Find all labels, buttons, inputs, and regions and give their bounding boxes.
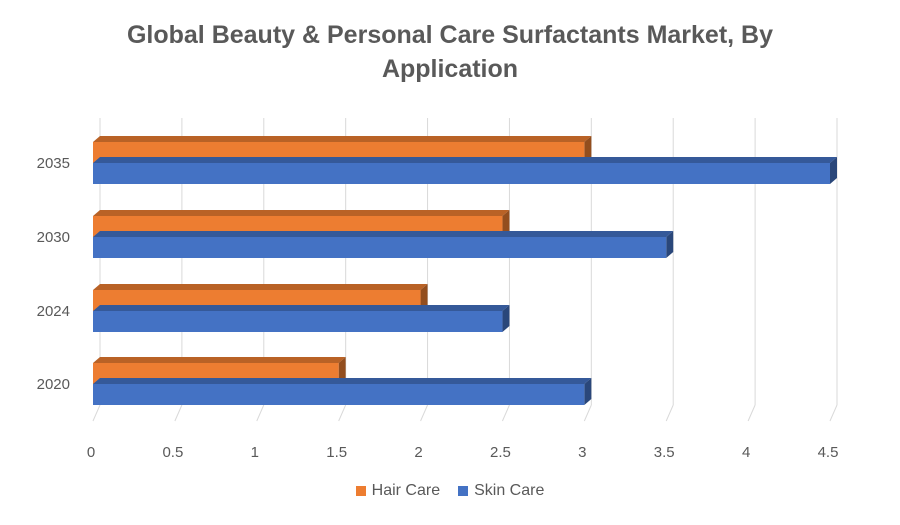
gridline-foot-4 [420,404,429,422]
y-tick-label-2024: 2024 [37,303,70,320]
x-tick-label-0: 0 [87,444,95,461]
bar-skin-care-2024 [93,311,503,332]
gridline-foot-8 [747,404,756,422]
chart-title: Global Beauty & Personal Care Surfactant… [0,18,900,86]
x-tick-label-7: 3.5 [654,444,675,461]
gridline-foot-9 [829,404,838,422]
x-tick-label-2: 1 [251,444,259,461]
bar-skin-care-2035 [93,163,830,184]
legend-item-hair-care[interactable]: Hair Care [355,482,441,500]
x-tick-label-1: 0.5 [162,444,183,461]
gridline-foot-7 [665,404,674,422]
bar-top-hair-care-2030 [93,210,510,216]
bar-side-skin-care-2024 [502,305,510,332]
bar-top-hair-care-2024 [93,284,428,290]
legend-swatch-hair-care [355,486,366,496]
x-tick-label-8: 4 [742,444,750,461]
bar-side-hair-care-2035 [584,136,592,163]
bar-top-skin-care-2035 [93,157,837,163]
gridline-foot-6 [583,404,592,422]
bar-side-skin-care-2020 [584,378,592,405]
y-tick-label-2020: 2020 [37,376,70,393]
bar-top-skin-care-2030 [93,231,674,237]
gridline-foot-1 [174,404,183,422]
gridline-foot-0 [92,404,101,422]
gridline-foot-5 [501,404,510,422]
legend-label-skin-care: Skin Care [474,482,545,499]
chart-legend: Hair Care Skin Care [0,482,900,500]
legend-item-skin-care[interactable]: Skin Care [458,482,544,500]
x-tick-label-3: 1.5 [326,444,347,461]
gridline-foot-3 [338,404,347,422]
legend-swatch-skin-care [458,486,469,496]
bar-side-hair-care-2030 [502,210,510,237]
bar-top-skin-care-2024 [93,305,510,311]
y-tick-label-2030: 2030 [37,229,70,246]
bar-top-hair-care-2035 [93,136,592,142]
bar-top-skin-care-2020 [93,378,592,384]
bar-top-hair-care-2020 [93,357,346,363]
x-tick-label-9: 4.5 [818,444,839,461]
gridline-foot-2 [256,404,265,422]
x-tick-label-4: 2 [414,444,422,461]
x-tick-label-6: 3 [578,444,586,461]
x-tick-label-5: 2.5 [490,444,511,461]
y-tick-label-2035: 2035 [37,155,70,172]
bar-skin-care-2030 [93,237,667,258]
legend-label-hair-care: Hair Care [371,482,441,499]
bar-side-hair-care-2020 [338,357,346,384]
bar-side-hair-care-2024 [420,284,428,311]
chart-title-line2: Application [381,55,519,83]
bar-side-skin-care-2030 [666,231,674,258]
chart-title-line1: Global Beauty & Personal Care Surfactant… [126,21,774,49]
bar-side-skin-care-2035 [830,157,837,184]
bar-skin-care-2020 [93,384,585,405]
